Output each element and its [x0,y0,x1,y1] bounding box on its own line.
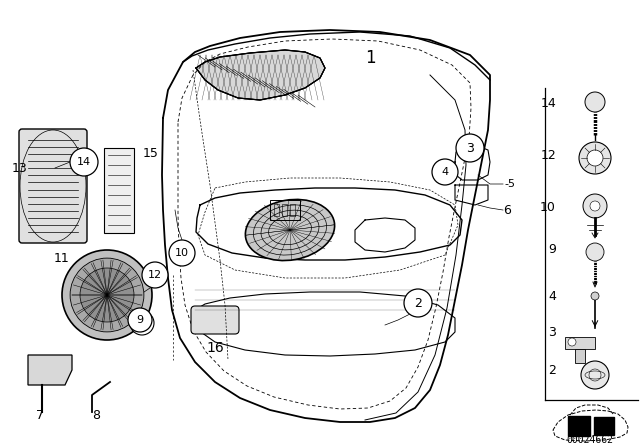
Text: 14: 14 [77,157,91,167]
Polygon shape [196,50,325,100]
Text: -5: -5 [504,179,515,189]
Circle shape [128,308,152,332]
Bar [568,416,590,436]
Circle shape [62,250,152,340]
Circle shape [583,194,607,218]
Text: 12: 12 [148,270,162,280]
Text: 00024662: 00024662 [566,435,614,445]
Text: 10: 10 [175,248,189,258]
FancyBboxPatch shape [191,306,239,334]
Circle shape [568,338,576,346]
Bar [565,337,595,349]
Circle shape [70,258,144,332]
Circle shape [586,243,604,261]
Bar [594,417,614,435]
Circle shape [590,201,600,211]
Circle shape [579,142,611,174]
Text: 3: 3 [466,142,474,155]
Bar [270,200,300,220]
Polygon shape [28,355,72,385]
Text: 12: 12 [540,148,556,161]
Circle shape [456,134,484,162]
Text: 10: 10 [540,201,556,214]
Text: 4: 4 [442,167,449,177]
Circle shape [581,361,609,389]
Text: 7: 7 [36,409,44,422]
Circle shape [70,148,98,176]
Text: 1: 1 [365,49,375,67]
Bar [290,204,295,216]
Circle shape [169,240,195,266]
Bar [282,204,287,216]
Bar [575,349,585,363]
Text: 9: 9 [136,315,143,325]
Circle shape [80,268,134,322]
Text: 16: 16 [206,341,224,355]
Text: 6: 6 [503,203,511,216]
Circle shape [587,150,603,166]
Circle shape [432,159,458,185]
Text: 13: 13 [12,161,28,175]
Bar [274,204,279,216]
Text: 9: 9 [548,242,556,255]
Circle shape [136,317,148,329]
FancyBboxPatch shape [19,129,87,243]
Ellipse shape [245,199,335,261]
Circle shape [585,92,605,112]
Circle shape [404,289,432,317]
Text: 8: 8 [92,409,100,422]
Text: 14: 14 [540,96,556,109]
Text: 4: 4 [548,289,556,302]
Circle shape [130,311,154,335]
Text: 11: 11 [54,251,70,264]
Text: 2: 2 [414,297,422,310]
Circle shape [142,262,168,288]
Bar [104,148,134,233]
Text: 2: 2 [548,363,556,376]
Circle shape [591,292,599,300]
Text: 15: 15 [143,146,159,159]
Text: 3: 3 [548,326,556,339]
